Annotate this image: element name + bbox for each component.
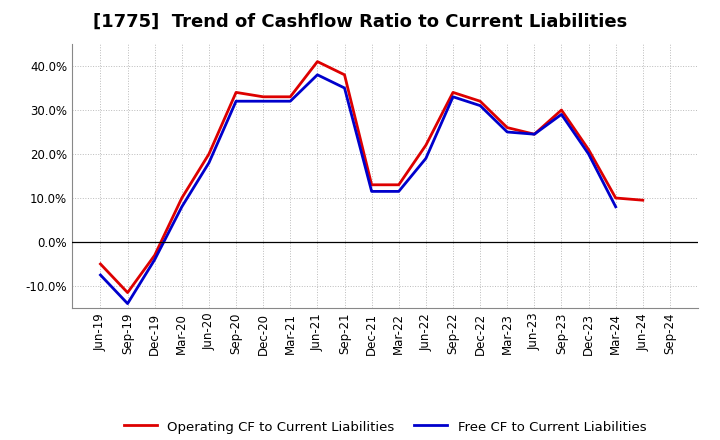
Free CF to Current Liabilities	[449, 94, 457, 99]
Free CF to Current Liabilities	[150, 257, 159, 262]
Free CF to Current Liabilities	[367, 189, 376, 194]
Operating CF to Current Liabilities	[232, 90, 240, 95]
Free CF to Current Liabilities	[665, 275, 674, 280]
Operating CF to Current Liabilities	[96, 261, 105, 267]
Free CF to Current Liabilities	[530, 132, 539, 137]
Free CF to Current Liabilities	[96, 272, 105, 278]
Operating CF to Current Liabilities	[150, 253, 159, 258]
Operating CF to Current Liabilities	[421, 143, 430, 148]
Free CF to Current Liabilities	[123, 301, 132, 306]
Free CF to Current Liabilities	[395, 189, 403, 194]
Operating CF to Current Liabilities	[530, 132, 539, 137]
Free CF to Current Liabilities	[584, 151, 593, 157]
Free CF to Current Liabilities	[611, 204, 620, 209]
Free CF to Current Liabilities	[313, 72, 322, 77]
Line: Free CF to Current Liabilities: Free CF to Current Liabilities	[101, 75, 670, 304]
Operating CF to Current Liabilities	[313, 59, 322, 64]
Operating CF to Current Liabilities	[584, 147, 593, 152]
Line: Operating CF to Current Liabilities: Operating CF to Current Liabilities	[101, 62, 643, 293]
Free CF to Current Liabilities	[286, 99, 294, 104]
Free CF to Current Liabilities	[232, 99, 240, 104]
Free CF to Current Liabilities	[503, 129, 511, 135]
Operating CF to Current Liabilities	[341, 72, 349, 77]
Operating CF to Current Liabilities	[611, 195, 620, 201]
Free CF to Current Liabilities	[476, 103, 485, 108]
Free CF to Current Liabilities	[421, 156, 430, 161]
Free CF to Current Liabilities	[259, 99, 268, 104]
Operating CF to Current Liabilities	[639, 198, 647, 203]
Operating CF to Current Liabilities	[449, 90, 457, 95]
Operating CF to Current Liabilities	[367, 182, 376, 187]
Operating CF to Current Liabilities	[204, 151, 213, 157]
Operating CF to Current Liabilities	[503, 125, 511, 130]
Operating CF to Current Liabilities	[178, 195, 186, 201]
Operating CF to Current Liabilities	[476, 99, 485, 104]
Text: [1775]  Trend of Cashflow Ratio to Current Liabilities: [1775] Trend of Cashflow Ratio to Curren…	[93, 13, 627, 31]
Operating CF to Current Liabilities	[259, 94, 268, 99]
Free CF to Current Liabilities	[204, 160, 213, 165]
Legend: Operating CF to Current Liabilities, Free CF to Current Liabilities: Operating CF to Current Liabilities, Fre…	[119, 415, 652, 439]
Free CF to Current Liabilities	[341, 85, 349, 91]
Operating CF to Current Liabilities	[286, 94, 294, 99]
Free CF to Current Liabilities	[178, 204, 186, 209]
Operating CF to Current Liabilities	[395, 182, 403, 187]
Operating CF to Current Liabilities	[123, 290, 132, 295]
Operating CF to Current Liabilities	[557, 107, 566, 113]
Free CF to Current Liabilities	[557, 112, 566, 117]
